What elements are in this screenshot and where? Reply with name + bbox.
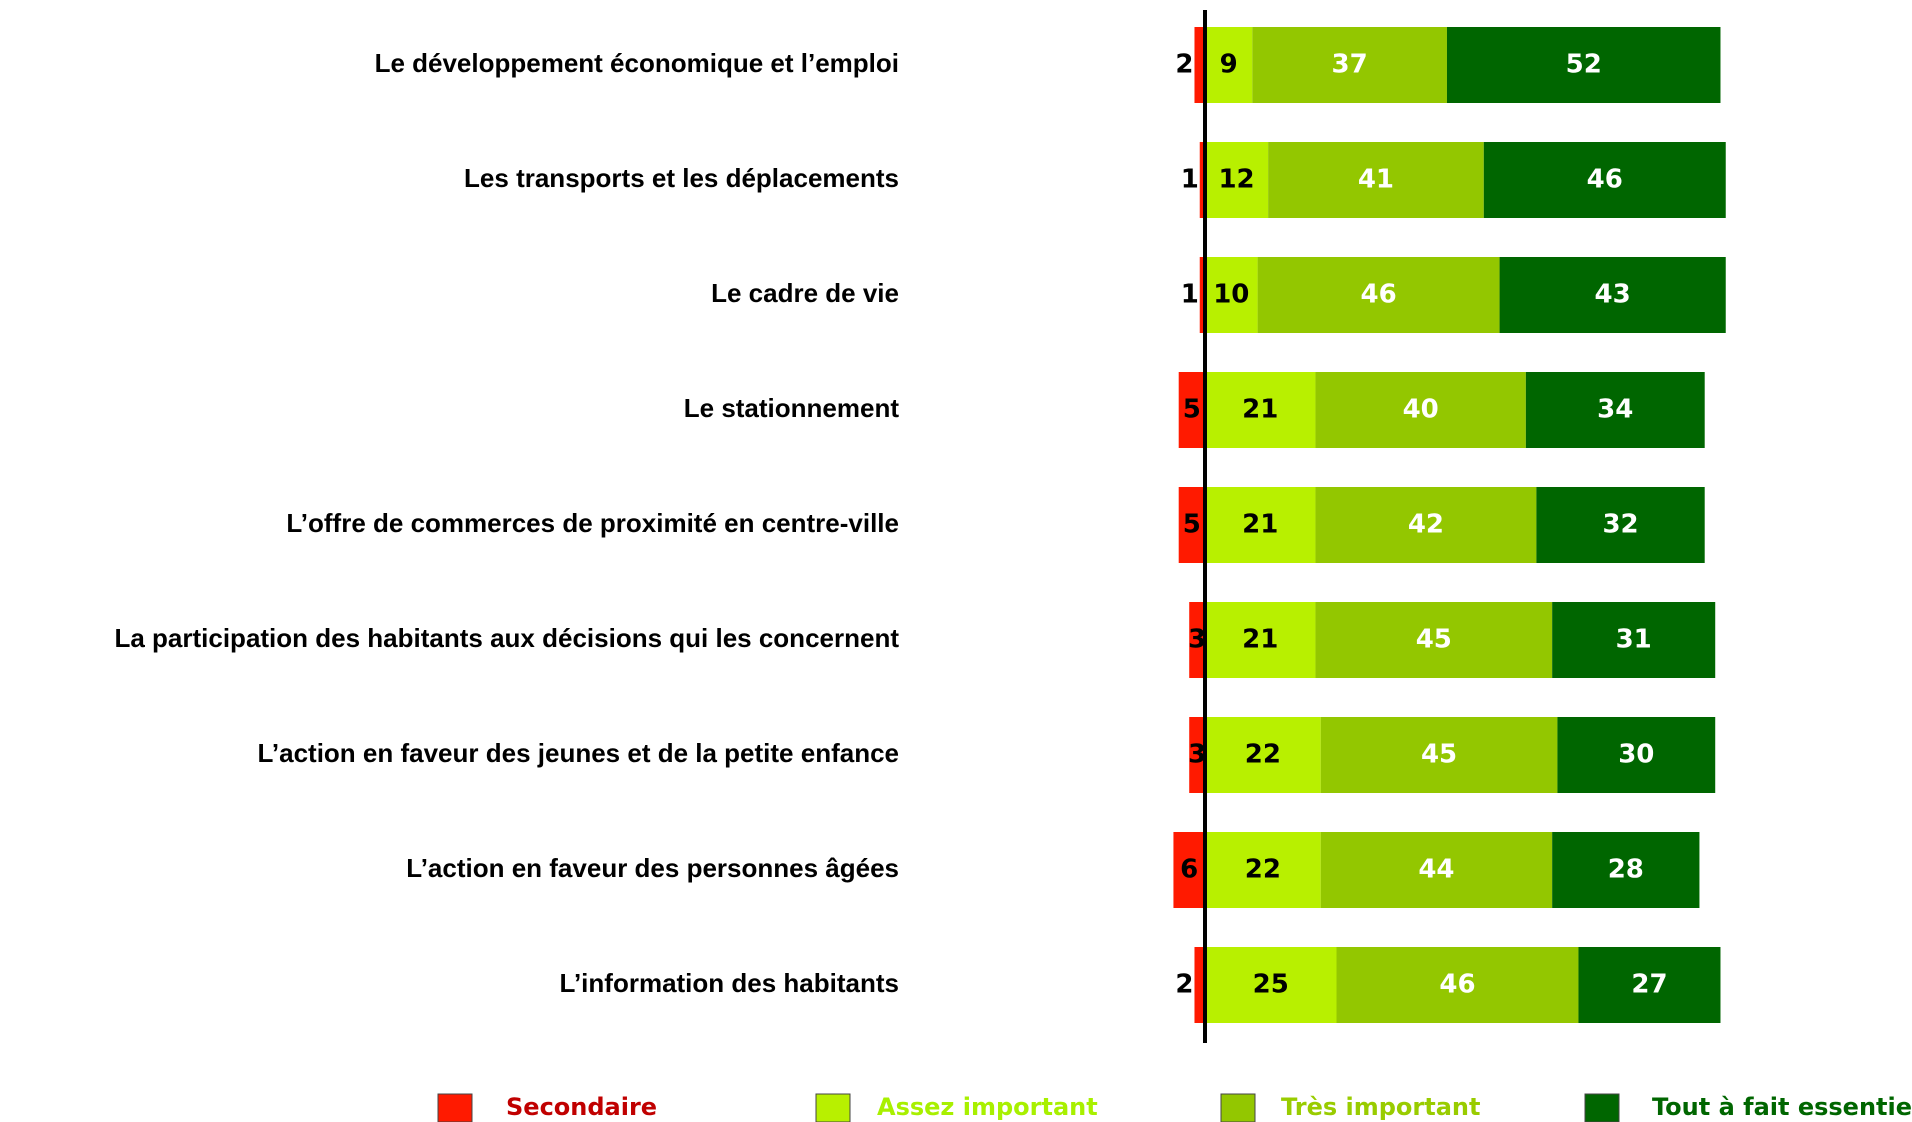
- bar: [1173, 832, 1205, 908]
- value-label: 3: [1188, 740, 1206, 770]
- bar: [1499, 257, 1726, 333]
- bar: [1199, 257, 1205, 333]
- bar: [1194, 947, 1205, 1023]
- value-label: 41: [1358, 165, 1394, 195]
- value-label: 46: [1587, 165, 1623, 195]
- value-label: 5: [1183, 395, 1201, 425]
- bar: [1525, 372, 1705, 448]
- value-label: 42: [1408, 510, 1444, 540]
- value-label: 37: [1332, 50, 1368, 80]
- legend-label: Assez important: [877, 1093, 1098, 1121]
- value-label: 10: [1213, 280, 1249, 310]
- value-label: 6: [1180, 855, 1198, 885]
- value-label: 40: [1403, 395, 1439, 425]
- bar: [1315, 487, 1537, 563]
- legend-swatch: [815, 1093, 851, 1122]
- category-label: Les transports et les déplacements: [464, 163, 899, 193]
- category-label: La participation des habitants aux décis…: [114, 623, 899, 653]
- legend-label: Tout à fait essentiel: [1652, 1093, 1912, 1121]
- bar: [1178, 487, 1205, 563]
- value-label: 3: [1188, 625, 1206, 655]
- legend-swatch: [1584, 1093, 1620, 1122]
- category-label: L’information des habitants: [560, 968, 899, 998]
- bar: [1552, 602, 1716, 678]
- value-label: 12: [1218, 165, 1254, 195]
- bar: [1446, 27, 1721, 103]
- value-label: 34: [1597, 395, 1633, 425]
- category-label: L’action en faveur des personnes âgées: [406, 853, 899, 883]
- legend-label: Secondaire: [506, 1093, 657, 1121]
- value-label: 22: [1245, 740, 1281, 770]
- value-label: 5: [1183, 510, 1201, 540]
- bar: [1189, 602, 1205, 678]
- value-label: 46: [1439, 970, 1475, 1000]
- category-label: Le développement économique et l’emploi: [375, 48, 899, 78]
- value-label: 28: [1608, 855, 1644, 885]
- legend-swatch: [1220, 1093, 1256, 1122]
- value-label: 1: [1181, 280, 1199, 310]
- value-label: 22: [1245, 855, 1281, 885]
- bar: [1205, 257, 1258, 333]
- bar: [1336, 947, 1579, 1023]
- value-label: 21: [1242, 395, 1278, 425]
- bar: [1483, 142, 1726, 218]
- bar: [1205, 947, 1337, 1023]
- bar: [1199, 142, 1205, 218]
- bar: [1552, 832, 1700, 908]
- bar: [1315, 602, 1553, 678]
- bar: [1205, 487, 1316, 563]
- bar: [1578, 947, 1721, 1023]
- value-label: 25: [1253, 970, 1289, 1000]
- value-label: 21: [1242, 625, 1278, 655]
- bar: [1252, 27, 1447, 103]
- bar: [1536, 487, 1705, 563]
- legend-swatch: [437, 1093, 473, 1122]
- value-label: 45: [1416, 625, 1452, 655]
- bar: [1257, 257, 1500, 333]
- category-label: L’offre de commerces de proximité en cen…: [286, 508, 899, 538]
- bar: [1205, 602, 1316, 678]
- value-label: 9: [1220, 50, 1238, 80]
- bar: [1320, 832, 1553, 908]
- bar: [1205, 372, 1316, 448]
- bar: [1557, 717, 1716, 793]
- legend-label: Très important: [1281, 1093, 1480, 1121]
- bar: [1320, 717, 1558, 793]
- value-label: 32: [1602, 510, 1638, 540]
- value-label: 43: [1595, 280, 1631, 310]
- value-label: 27: [1631, 970, 1667, 1000]
- category-label: Le stationnement: [684, 393, 900, 423]
- value-label: 31: [1616, 625, 1652, 655]
- value-label: 44: [1418, 855, 1454, 885]
- bar: [1178, 372, 1205, 448]
- value-label: 2: [1175, 50, 1193, 80]
- value-label: 46: [1360, 280, 1396, 310]
- bar: [1205, 142, 1269, 218]
- category-label: L’action en faveur des jeunes et de la p…: [257, 738, 899, 768]
- value-label: 45: [1421, 740, 1457, 770]
- value-label: 2: [1175, 970, 1193, 1000]
- bar: [1205, 717, 1321, 793]
- bar: [1205, 832, 1321, 908]
- value-label: 21: [1242, 510, 1278, 540]
- category-label: Le cadre de vie: [711, 278, 899, 308]
- bar: [1194, 27, 1205, 103]
- bar: [1315, 372, 1526, 448]
- value-label: 52: [1566, 50, 1602, 80]
- bar: [1268, 142, 1484, 218]
- bar: [1205, 27, 1253, 103]
- bar: [1189, 717, 1205, 793]
- value-label: 1: [1181, 165, 1199, 195]
- value-label: 30: [1618, 740, 1654, 770]
